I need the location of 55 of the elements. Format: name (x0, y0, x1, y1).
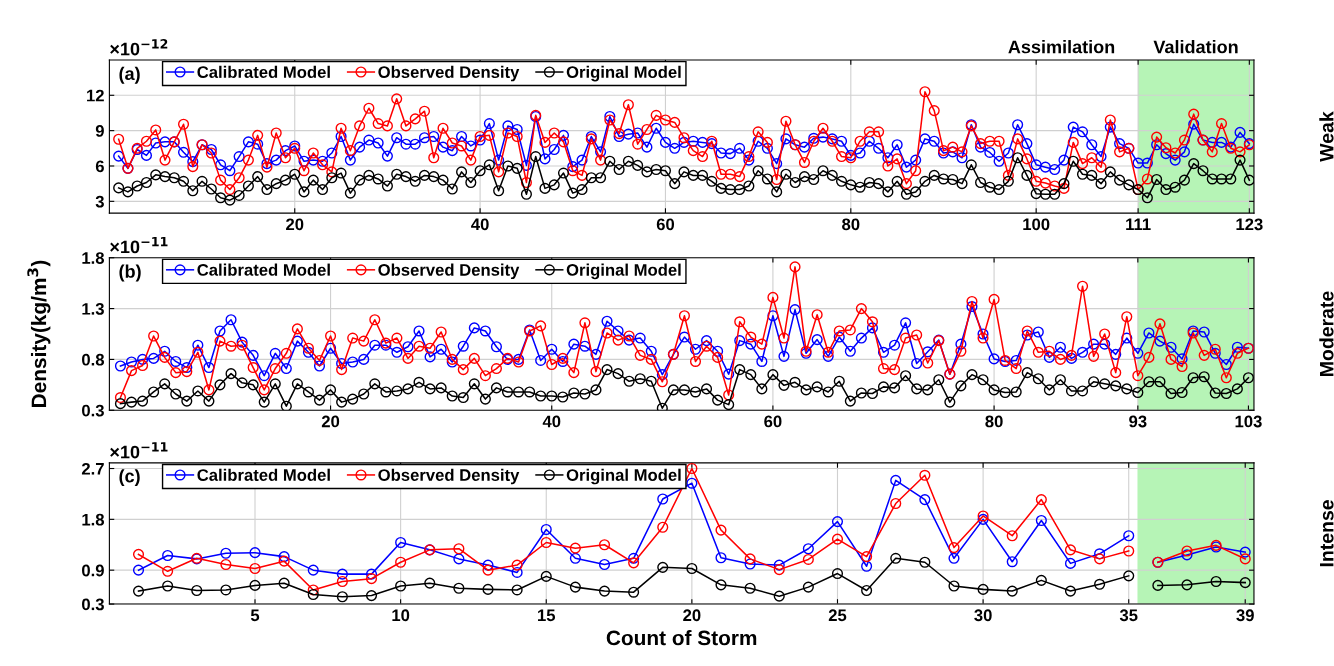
x-tick-label: 20 (321, 415, 340, 428)
x-tick-label: 25 (828, 609, 847, 622)
y-tick-label: 1.8 (82, 252, 105, 264)
legend-label: Calibrated Model (197, 468, 330, 481)
x-tick-label: 10 (392, 609, 410, 622)
x-tick-label: 30 (974, 609, 992, 622)
text: Moderate (1319, 291, 1334, 376)
x-tick-label: 100 (1023, 218, 1050, 231)
y-tick-label: 1.3 (82, 302, 104, 315)
y-tick-label: 0.3 (82, 404, 104, 417)
x-axis-title: Count of Storm (606, 630, 757, 646)
x-tick-label: 15 (538, 609, 556, 622)
text: Weak (1319, 111, 1334, 162)
x-tick-label: 5 (250, 609, 260, 622)
x-tick-label: 93 (1129, 415, 1147, 428)
y-tick-label: 9 (95, 125, 104, 137)
x-tick-label: 103 (1235, 415, 1262, 428)
text: Assimilation (1008, 40, 1115, 54)
annotation: (a) (119, 66, 140, 84)
y-tick-label: 12 (87, 89, 104, 102)
text: ×10$^{−11}$ (110, 442, 168, 459)
x-tick-label: 40 (542, 415, 561, 428)
y-tick-label: 0.9 (82, 564, 104, 577)
y-tick-label: 3 (95, 195, 104, 208)
y-tick-label: 0.3 (82, 598, 104, 611)
legend-label: Original Model (566, 65, 681, 82)
legend-label: Original Model (566, 263, 681, 280)
legend-label: Original Model (566, 468, 681, 485)
x-tick-label: 80 (985, 415, 1003, 428)
legend-label: Observed Density (378, 65, 520, 82)
band-label: Validation (1153, 40, 1238, 54)
x-tick-label: 40 (471, 218, 489, 231)
legend-label: Calibrated Model (197, 263, 330, 276)
legend-label: Observed Density (378, 263, 520, 280)
text: Intense (1320, 500, 1334, 567)
x-tick-label: 20 (286, 218, 304, 231)
text: ×10$^{−12}$ (110, 39, 168, 56)
legend-label: Calibrated Model (197, 65, 330, 79)
x-tick-label: 60 (656, 218, 675, 231)
y-tick-label: 1.8 (82, 513, 105, 526)
y-tick-label: 2.7 (81, 462, 104, 475)
x-tick-label: 123 (1236, 218, 1263, 231)
x-tick-label: 80 (842, 218, 860, 231)
y-axis-title: Density(kg/m$^{3}$) (27, 260, 51, 407)
text: ×10$^{−11}$ (110, 236, 168, 254)
x-tick-label: 60 (764, 415, 782, 428)
annotation: (c) (119, 469, 140, 487)
y-tick-label: 6 (95, 160, 104, 173)
y-tick-label: 0.8 (82, 353, 105, 366)
x-tick-label: 39 (1236, 609, 1254, 622)
x-tick-label: 35 (1119, 609, 1138, 622)
legend-label: Observed Density (378, 468, 520, 485)
annotation: (b) (119, 264, 141, 282)
x-tick-label: 111 (1126, 218, 1151, 231)
x-tick-label: 20 (683, 609, 701, 622)
